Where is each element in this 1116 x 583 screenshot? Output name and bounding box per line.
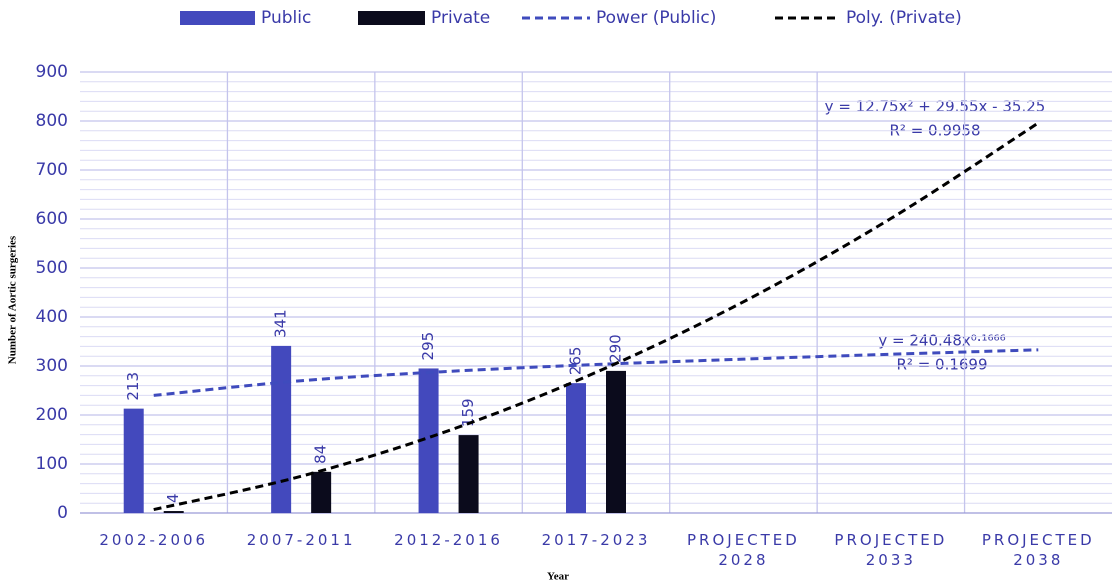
bar <box>311 471 332 513</box>
x-tick-label: 2012-2016 <box>394 531 503 549</box>
x-tick-label: PROJECTED 2038 <box>981 531 1095 569</box>
x-tick-label: 2007-2011 <box>246 531 356 549</box>
legend-label: Private <box>431 8 490 28</box>
y-tick-label: 200 <box>36 405 68 425</box>
y-tick-label: 300 <box>36 356 68 376</box>
bar <box>271 345 292 513</box>
y-tick-label: 400 <box>36 307 68 327</box>
bar <box>458 435 479 513</box>
legend-label: Power (Public) <box>596 8 716 28</box>
annotation: y = 240.48x⁰·¹⁶⁶⁶ <box>878 332 1005 350</box>
y-axis-label: Number of Aortic surgeries <box>7 235 19 364</box>
x-tick-label: PROJECTED 2033 <box>834 531 948 569</box>
y-tick-label: 0 <box>57 503 68 523</box>
x-tick-label: PROJECTED 2028 <box>687 531 800 569</box>
bar <box>418 368 439 513</box>
data-label: 4 <box>164 493 182 503</box>
y-tick-label: 600 <box>36 209 68 229</box>
data-label: 341 <box>272 309 290 338</box>
bar <box>606 370 626 513</box>
annotation: y = 12.75x² + 29.55x - 35.25 <box>825 98 1046 116</box>
y-tick-label: 100 <box>36 454 68 474</box>
y-tick-label: 900 <box>36 62 68 82</box>
x-axis-label: Year <box>547 571 569 583</box>
x-tick-label: 2002-2006 <box>99 531 209 549</box>
annotation: R² = 0.1699 <box>896 356 987 374</box>
bar <box>163 511 184 513</box>
legend-swatch <box>358 11 425 25</box>
bar <box>566 383 586 513</box>
trend-line <box>153 348 1039 397</box>
y-tick-label: 700 <box>36 160 68 180</box>
legend-swatch <box>180 11 255 25</box>
legend-label: Poly. (Private) <box>846 8 962 28</box>
y-tick-label: 500 <box>36 258 68 278</box>
x-tick-label: 2017-2023 <box>541 531 651 549</box>
data-label: 295 <box>419 332 437 361</box>
data-label: 84 <box>312 445 330 464</box>
data-label: 290 <box>607 334 625 363</box>
bar <box>123 408 144 513</box>
data-label: 159 <box>459 398 477 427</box>
y-tick-label: 800 <box>36 111 68 131</box>
legend-label: Public <box>261 8 311 28</box>
data-label: 213 <box>124 372 142 401</box>
data-label: 265 <box>567 347 585 376</box>
trend-line <box>153 121 1040 512</box>
